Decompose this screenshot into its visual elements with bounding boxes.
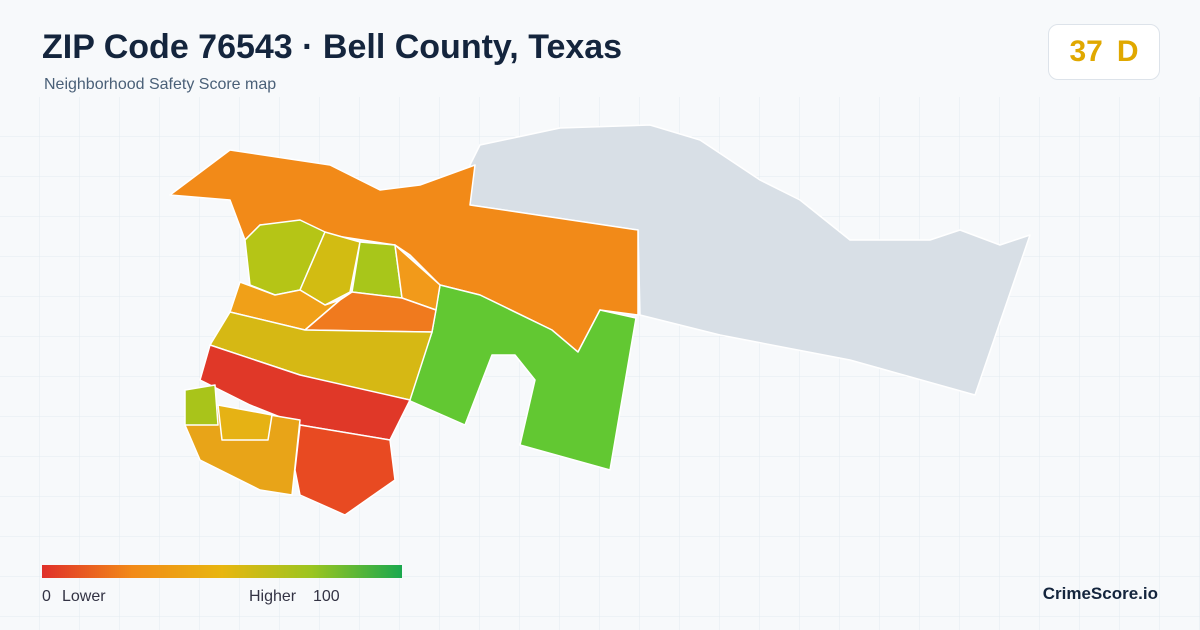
region	[351, 241, 403, 299]
subtitle: Neighborhood Safety Score map	[44, 76, 277, 93]
region	[407, 284, 637, 471]
legend-min-label: Lower	[62, 588, 106, 605]
legend-max-label: Higher	[249, 588, 297, 605]
score-badge: 37 D	[1048, 24, 1160, 80]
legend-max: 100	[313, 588, 340, 605]
legend-min: 0	[42, 588, 51, 605]
region	[184, 404, 301, 496]
region	[184, 384, 219, 426]
grade: D	[1116, 35, 1139, 68]
region-outside	[469, 124, 1031, 396]
score: 37	[1069, 35, 1103, 68]
legend-gradient	[42, 565, 402, 578]
region	[299, 231, 361, 306]
title: ZIP Code 76543 · Bell County, Texas	[42, 28, 623, 66]
brand: CrimeScore.io	[1042, 584, 1158, 603]
region	[217, 404, 273, 441]
